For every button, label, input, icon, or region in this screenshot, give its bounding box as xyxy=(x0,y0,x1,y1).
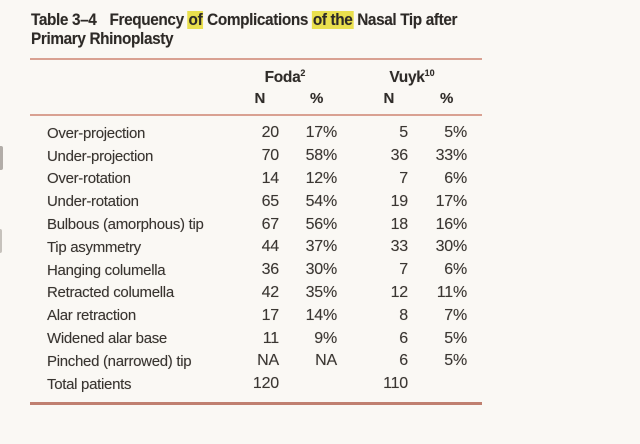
vuyk-pct-cell: 16% xyxy=(435,215,468,233)
group-name: Vuyk xyxy=(389,69,425,87)
caption-text: Nasal Tip after xyxy=(353,11,458,29)
table-caption: Table 3–4 Frequency of Complications of t… xyxy=(31,11,496,49)
foda-pct-cell: 54% xyxy=(305,192,338,210)
vuyk-n-cell: 7 xyxy=(399,261,408,279)
complications-table: Foda2 Vuyk10 N % N % Over-projection 20 … xyxy=(30,58,482,405)
vuyk-pct-cell: 6% xyxy=(444,261,467,279)
row-label: Retracted columella xyxy=(47,284,174,302)
row-label: Over-rotation xyxy=(47,170,131,188)
vuyk-n-cell: 12 xyxy=(390,283,409,301)
table-number: Table 3–4 xyxy=(31,11,97,29)
table-row: Total patients 120 110 xyxy=(30,373,482,396)
vuyk-n-cell: 18 xyxy=(390,215,409,233)
vuyk-n-cell: 110 xyxy=(383,375,408,393)
row-label: Over-projection xyxy=(47,124,146,142)
table-rule-top xyxy=(30,58,482,60)
column-group-header-row: Foda2 Vuyk10 xyxy=(30,68,482,88)
table-row: Under-rotation 65 54% 19 17% xyxy=(30,190,482,213)
foda-n-cell: 65 xyxy=(261,192,280,210)
row-label: Bulbous (amorphous) tip xyxy=(47,216,204,234)
vuyk-pct-cell: 5% xyxy=(444,352,467,370)
group-reference-superscript: 10 xyxy=(424,68,435,79)
foda-pct-cell: 14% xyxy=(305,306,338,324)
search-highlight: of xyxy=(187,11,204,29)
table-rule-mid xyxy=(30,114,482,116)
table-row: Hanging columella 36 30% 7 6% xyxy=(30,259,482,282)
row-label: Pinched (narrowed) tip xyxy=(47,352,192,370)
vuyk-n-cell: 6 xyxy=(399,352,408,370)
vuyk-pct-cell: 30% xyxy=(435,238,468,256)
foda-n-cell: 14 xyxy=(261,169,280,187)
table-row: Pinched (narrowed) tip NA NA 6 5% xyxy=(30,350,482,373)
foda-pct-cell: 30% xyxy=(305,261,338,279)
header-foda-pct: % xyxy=(309,90,323,107)
caption-text: Frequency xyxy=(109,11,188,29)
row-label: Under-projection xyxy=(47,147,154,165)
foda-n-cell: 67 xyxy=(261,215,280,233)
caption-line2: Primary Rhinoplasty xyxy=(31,30,174,48)
row-label: Under-rotation xyxy=(47,193,139,211)
column-group-vuyk: Vuyk10 xyxy=(337,68,467,87)
foda-n-cell: 42 xyxy=(261,283,280,301)
foda-n-cell: 120 xyxy=(252,375,279,393)
foda-n-cell: 36 xyxy=(261,261,280,279)
foda-n-cell: 44 xyxy=(261,238,280,256)
vuyk-n-cell: 33 xyxy=(390,238,409,256)
scan-artifact xyxy=(0,229,2,253)
row-label: Tip asymmetry xyxy=(47,238,141,256)
caption-text: Complications xyxy=(203,11,312,29)
table-rule-bottom xyxy=(30,401,482,405)
foda-pct-cell: 35% xyxy=(305,283,338,301)
foda-n-cell: 20 xyxy=(261,124,280,142)
vuyk-n-cell: 6 xyxy=(399,329,408,347)
foda-pct-cell: NA xyxy=(315,352,337,370)
table-row: Bulbous (amorphous) tip 67 56% 18 16% xyxy=(30,213,482,236)
vuyk-n-cell: 36 xyxy=(390,147,409,165)
scan-artifact xyxy=(0,146,3,170)
table-row: Under-projection 70 58% 36 33% xyxy=(30,145,482,168)
vuyk-n-cell: 5 xyxy=(399,124,408,142)
table-row: Tip asymmetry 44 37% 33 30% xyxy=(30,236,482,259)
vuyk-n-cell: 19 xyxy=(390,192,409,210)
group-reference-superscript: 2 xyxy=(300,68,306,79)
foda-pct-cell: 12% xyxy=(305,169,338,187)
row-label: Widened alar base xyxy=(47,330,167,348)
vuyk-pct-cell: 5% xyxy=(444,124,467,142)
vuyk-pct-cell: 11% xyxy=(436,283,467,301)
vuyk-n-cell: 7 xyxy=(399,169,408,187)
foda-pct-cell: 58% xyxy=(305,147,338,165)
vuyk-pct-cell: 7% xyxy=(444,306,467,324)
column-group-foda: Foda2 xyxy=(249,68,337,87)
header-vuyk-n: N xyxy=(383,90,394,107)
table-row: Over-projection 20 17% 5 5% xyxy=(30,122,482,145)
vuyk-pct-cell: 33% xyxy=(435,147,468,165)
foda-n-cell: NA xyxy=(257,352,279,370)
foda-n-cell: 17 xyxy=(261,306,280,324)
foda-pct-cell: 37% xyxy=(305,238,338,256)
subheader-row: N % N % xyxy=(30,88,482,109)
foda-pct-cell: 17% xyxy=(305,124,338,142)
header-foda-n: N xyxy=(254,90,265,107)
header-vuyk-pct: % xyxy=(439,90,453,107)
foda-n-cell: 11 xyxy=(262,329,279,347)
foda-n-cell: 70 xyxy=(261,147,280,165)
table-row: Alar retraction 17 14% 8 7% xyxy=(30,304,482,327)
foda-pct-cell: 56% xyxy=(305,215,338,233)
row-label: Hanging columella xyxy=(47,261,166,279)
table-body: Over-projection 20 17% 5 5% Under-projec… xyxy=(30,116,482,402)
vuyk-pct-cell: 5% xyxy=(444,329,467,347)
table-row: Over-rotation 14 12% 7 6% xyxy=(30,168,482,191)
vuyk-n-cell: 8 xyxy=(399,306,408,324)
table-row: Retracted columella 42 35% 12 11% xyxy=(30,282,482,305)
vuyk-pct-cell: 17% xyxy=(435,192,468,210)
row-label: Total patients xyxy=(47,375,132,393)
search-highlight: of the xyxy=(311,11,354,29)
group-name: Foda xyxy=(264,69,301,87)
foda-pct-cell: 9% xyxy=(314,329,337,347)
vuyk-pct-cell: 6% xyxy=(444,169,467,187)
row-label: Alar retraction xyxy=(47,307,136,325)
table-row: Widened alar base 11 9% 6 5% xyxy=(30,327,482,350)
